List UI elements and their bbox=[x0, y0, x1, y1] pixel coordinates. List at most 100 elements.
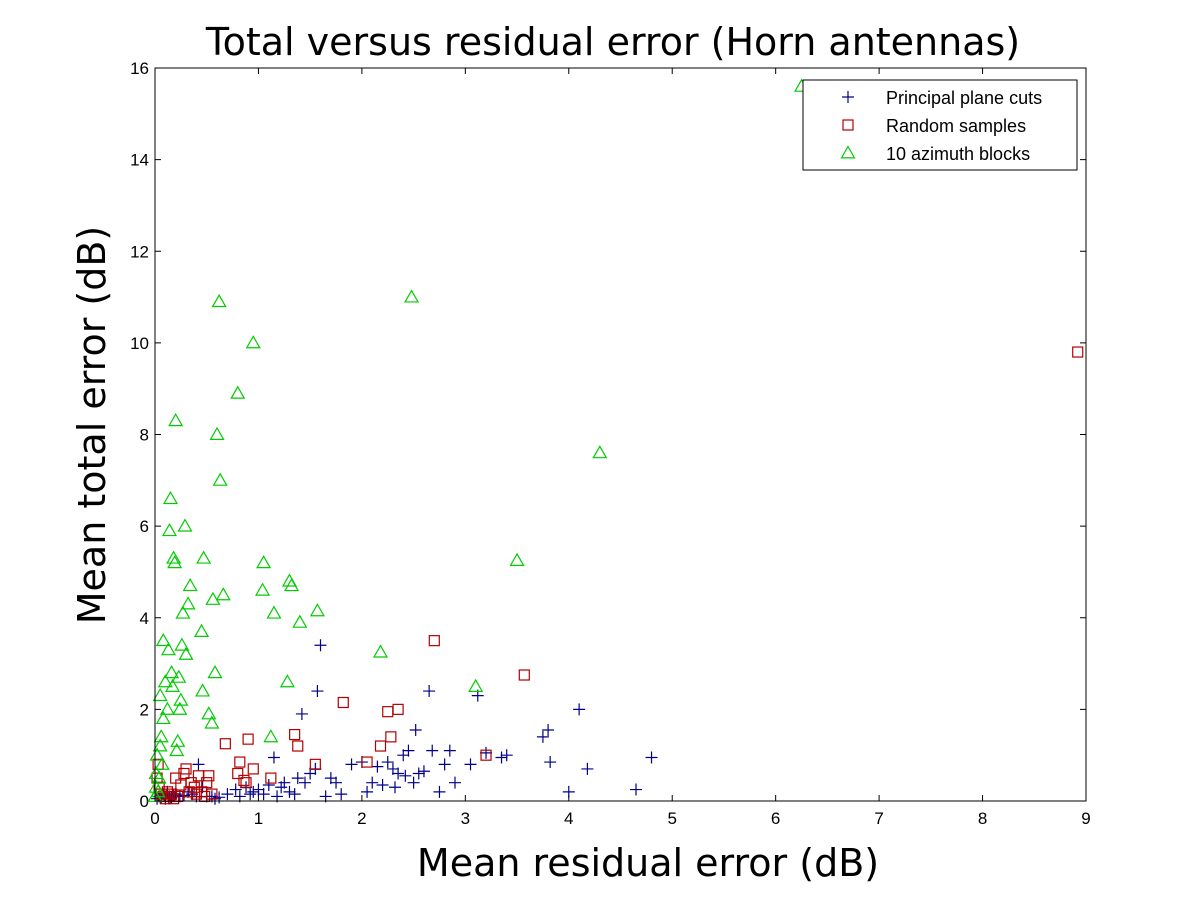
random-point-37 bbox=[361, 756, 373, 768]
principal-point-38 bbox=[298, 776, 311, 789]
random-point-40 bbox=[385, 731, 397, 743]
principal-point-25 bbox=[244, 788, 257, 801]
principal-point-76 bbox=[542, 723, 555, 736]
random-point-32 bbox=[265, 772, 277, 784]
azimuth-point-45 bbox=[230, 385, 246, 399]
legend-label-azimuth: 10 azimuth blocks bbox=[886, 144, 1030, 164]
y-tick-label-5: 10 bbox=[130, 334, 149, 353]
azimuth-point-38 bbox=[205, 591, 221, 605]
azimuth-point-57 bbox=[468, 678, 484, 692]
principal-point-47 bbox=[345, 758, 358, 771]
chart-title: Total versus residual error (Horn antenn… bbox=[205, 20, 1020, 64]
y-axis-label: Mean total error (dB) bbox=[70, 226, 114, 625]
principal-point-23 bbox=[233, 790, 246, 803]
principal-point-30 bbox=[267, 751, 280, 764]
principal-point-52 bbox=[376, 778, 389, 791]
azimuth-point-55 bbox=[372, 644, 389, 658]
azimuth-point-19 bbox=[166, 550, 182, 564]
azimuth-point-48 bbox=[263, 729, 279, 743]
azimuth-point-41 bbox=[211, 293, 227, 308]
azimuth-point-52 bbox=[284, 577, 300, 592]
random-point-42 bbox=[428, 635, 440, 647]
random-point-33 bbox=[289, 728, 301, 741]
principal-point-61 bbox=[409, 723, 422, 736]
y-tick-label-2: 4 bbox=[140, 609, 149, 628]
azimuth-point-59 bbox=[592, 445, 608, 459]
principal-point-74 bbox=[500, 749, 513, 762]
principal-point-34 bbox=[283, 785, 296, 798]
x-tick-label-9: 9 bbox=[1081, 809, 1090, 828]
azimuth-point-30 bbox=[178, 646, 194, 660]
azimuth-point-28 bbox=[175, 605, 191, 619]
azimuth-point-17 bbox=[164, 665, 180, 679]
principal-point-64 bbox=[423, 685, 436, 698]
principal-point-69 bbox=[448, 776, 461, 789]
principal-point-15 bbox=[192, 758, 205, 771]
principal-point-50 bbox=[366, 776, 379, 789]
principal-point-53 bbox=[381, 756, 394, 769]
azimuth-point-54 bbox=[309, 603, 325, 617]
azimuth-point-53 bbox=[292, 614, 308, 628]
azimuth-point-15 bbox=[161, 522, 178, 537]
axes-frame bbox=[154, 67, 1087, 802]
x-tick-label-6: 6 bbox=[771, 809, 780, 828]
random-point-9 bbox=[168, 793, 180, 805]
principal-point-70 bbox=[464, 758, 477, 771]
azimuth-point-7 bbox=[152, 687, 168, 702]
random-point-31 bbox=[247, 763, 259, 775]
principal-point-65 bbox=[426, 744, 439, 757]
principal-point-73 bbox=[495, 751, 508, 764]
y-tick-label-3: 6 bbox=[140, 517, 149, 536]
x-tick-label-4: 4 bbox=[564, 809, 573, 828]
azimuth-point-56 bbox=[404, 289, 420, 303]
principal-point-37 bbox=[295, 707, 308, 720]
azimuth-point-16 bbox=[162, 490, 179, 505]
principal-point-22 bbox=[229, 783, 242, 796]
principal-point-55 bbox=[388, 781, 401, 794]
principal-point-45 bbox=[330, 776, 343, 789]
legend-marker-azimuth bbox=[840, 145, 856, 159]
principal-point-75 bbox=[536, 730, 549, 743]
principal-point-77 bbox=[544, 756, 557, 769]
azimuth-point-40 bbox=[209, 426, 225, 440]
principal-point-31 bbox=[271, 790, 284, 803]
azimuth-point-6 bbox=[152, 738, 168, 752]
azimuth-point-42 bbox=[212, 472, 228, 486]
principal-point-68 bbox=[443, 744, 456, 757]
azimuth-point-50 bbox=[279, 674, 295, 688]
random-point-45 bbox=[1072, 346, 1084, 358]
azimuth-point-44 bbox=[245, 335, 261, 349]
principal-point-33 bbox=[278, 776, 291, 789]
principal-point-51 bbox=[371, 760, 384, 773]
azimuth-point-46 bbox=[256, 555, 272, 569]
random-point-34 bbox=[292, 740, 304, 752]
principal-point-36 bbox=[291, 772, 304, 785]
azimuth-point-22 bbox=[169, 742, 185, 757]
azimuth-point-29 bbox=[177, 518, 193, 532]
principal-point-63 bbox=[417, 765, 430, 778]
random-point-14 bbox=[180, 763, 192, 775]
random-point-30 bbox=[242, 733, 254, 745]
principal-point-46 bbox=[335, 788, 348, 801]
azimuth-point-43 bbox=[215, 587, 231, 601]
principal-point-49 bbox=[361, 785, 374, 798]
azimuth-point-9 bbox=[154, 756, 170, 770]
random-point-36 bbox=[337, 696, 349, 709]
random-point-38 bbox=[374, 740, 387, 752]
azimuth-point-37 bbox=[204, 715, 220, 729]
y-tick-label-6: 12 bbox=[130, 242, 149, 261]
azimuth-point-47 bbox=[255, 582, 271, 596]
x-tick-label-5: 5 bbox=[667, 809, 676, 828]
principal-point-66 bbox=[433, 785, 446, 798]
azimuth-point-11 bbox=[155, 632, 171, 647]
x-tick-label-1: 1 bbox=[254, 809, 263, 828]
principal-point-35 bbox=[288, 788, 301, 801]
principal-point-42 bbox=[314, 639, 327, 652]
principal-point-78 bbox=[562, 785, 575, 798]
random-point-26 bbox=[232, 767, 244, 780]
y-tick-label-4: 8 bbox=[140, 426, 149, 445]
principal-point-21 bbox=[221, 788, 234, 801]
legend-box bbox=[802, 79, 1078, 171]
data-points bbox=[147, 78, 1084, 805]
